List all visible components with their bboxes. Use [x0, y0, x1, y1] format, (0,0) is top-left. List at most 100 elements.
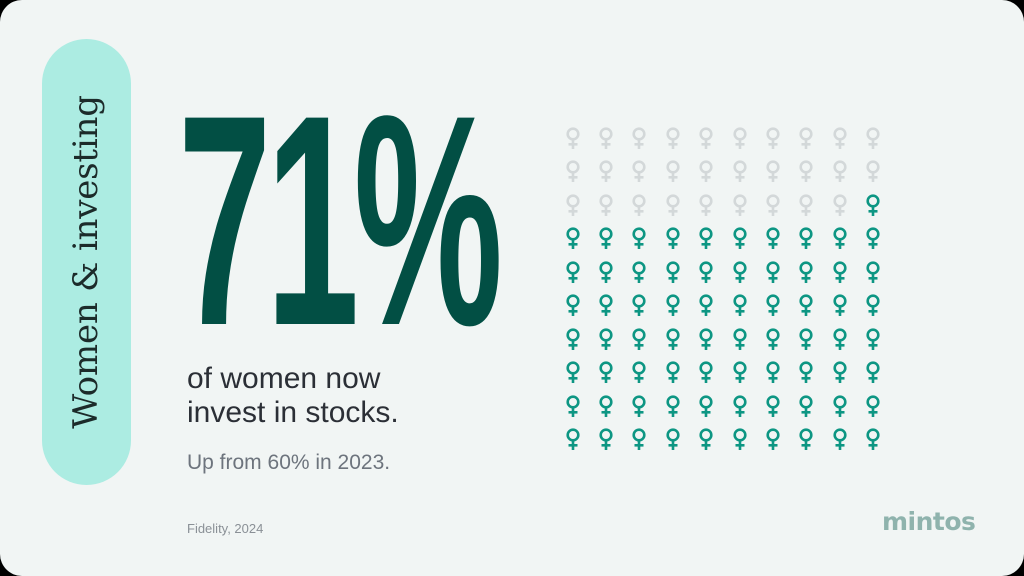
- female-sign-icon-filled: [656, 357, 689, 391]
- topic-label: Women & investing: [66, 95, 106, 429]
- female-sign-icon-filled: [556, 424, 589, 458]
- female-sign-icon-empty: [623, 189, 656, 223]
- headline-percentage: 71%: [178, 52, 503, 388]
- female-sign-icon-empty: [756, 189, 789, 223]
- female-sign-icon-empty: [556, 189, 589, 223]
- female-sign-icon-filled: [790, 357, 823, 391]
- female-sign-icon-filled: [690, 357, 723, 391]
- female-sign-icon-filled: [589, 256, 622, 290]
- female-sign-icon-filled: [690, 424, 723, 458]
- female-sign-icon-filled: [790, 323, 823, 357]
- female-sign-icon-filled: [756, 357, 789, 391]
- female-sign-icon-filled: [756, 390, 789, 424]
- female-sign-icon-filled: [823, 323, 856, 357]
- female-sign-icon-filled: [723, 323, 756, 357]
- female-sign-icon-empty: [723, 156, 756, 190]
- female-sign-icon-filled: [790, 424, 823, 458]
- female-sign-icon-filled: [556, 223, 589, 257]
- female-sign-icon-filled: [823, 357, 856, 391]
- female-sign-icon-filled: [589, 323, 622, 357]
- female-sign-icon-filled: [823, 424, 856, 458]
- female-sign-icon-filled: [723, 256, 756, 290]
- female-sign-icon-filled: [790, 256, 823, 290]
- female-sign-icon-filled: [723, 290, 756, 324]
- female-sign-icon-filled: [589, 223, 622, 257]
- female-sign-icon-empty: [623, 156, 656, 190]
- female-sign-icon-filled: [756, 424, 789, 458]
- female-sign-icon-empty: [756, 122, 789, 156]
- female-sign-icon-filled: [823, 223, 856, 257]
- female-sign-icon-empty: [690, 122, 723, 156]
- female-sign-icon-filled: [790, 290, 823, 324]
- female-sign-icon-filled: [790, 223, 823, 257]
- female-sign-icon-filled: [656, 290, 689, 324]
- female-sign-icon-filled: [556, 357, 589, 391]
- female-sign-icon-filled: [857, 424, 890, 458]
- female-sign-icon-empty: [690, 156, 723, 190]
- female-sign-icon-empty: [790, 189, 823, 223]
- subtitle-line-2: invest in stocks.: [187, 396, 399, 429]
- female-sign-icon-empty: [556, 122, 589, 156]
- female-sign-icon-filled: [756, 290, 789, 324]
- female-sign-icon-empty: [857, 156, 890, 190]
- female-sign-icon-empty: [690, 189, 723, 223]
- female-sign-icon-filled: [857, 256, 890, 290]
- female-sign-icon-empty: [790, 122, 823, 156]
- female-sign-icon-filled: [857, 323, 890, 357]
- female-sign-icon-empty: [756, 156, 789, 190]
- female-sign-icon-empty: [857, 122, 890, 156]
- female-sign-icon-filled: [623, 290, 656, 324]
- female-sign-icon-filled: [723, 357, 756, 391]
- female-sign-icon-filled: [857, 390, 890, 424]
- female-sign-icon-filled: [857, 189, 890, 223]
- female-sign-icon-empty: [656, 156, 689, 190]
- female-sign-icon-filled: [690, 323, 723, 357]
- female-sign-icon-filled: [556, 390, 589, 424]
- female-sign-icon-filled: [857, 290, 890, 324]
- female-sign-icon-filled: [556, 323, 589, 357]
- female-sign-icon-filled: [756, 256, 789, 290]
- female-sign-icon-empty: [823, 156, 856, 190]
- female-sign-icon-filled: [656, 424, 689, 458]
- female-sign-icon-filled: [623, 323, 656, 357]
- female-sign-icon-filled: [623, 424, 656, 458]
- brand-logo: mintos: [882, 507, 976, 536]
- pictogram-grid: [556, 122, 890, 457]
- female-sign-icon-filled: [823, 290, 856, 324]
- female-sign-icon-filled: [690, 256, 723, 290]
- female-sign-icon-filled: [690, 290, 723, 324]
- female-sign-icon-filled: [589, 390, 622, 424]
- female-sign-icon-empty: [623, 122, 656, 156]
- source-citation: Fidelity, 2024: [187, 521, 264, 536]
- comparison-note: Up from 60% in 2023.: [187, 451, 391, 474]
- female-sign-icon-filled: [723, 390, 756, 424]
- female-sign-icon-filled: [656, 223, 689, 257]
- female-sign-icon-filled: [623, 390, 656, 424]
- female-sign-icon-empty: [723, 122, 756, 156]
- female-sign-icon-filled: [756, 323, 789, 357]
- female-sign-icon-filled: [823, 256, 856, 290]
- female-sign-icon-empty: [556, 156, 589, 190]
- female-sign-icon-empty: [823, 122, 856, 156]
- female-sign-icon-filled: [790, 390, 823, 424]
- female-sign-icon-filled: [623, 256, 656, 290]
- female-sign-icon-empty: [589, 122, 622, 156]
- female-sign-icon-empty: [589, 156, 622, 190]
- female-sign-icon-filled: [857, 357, 890, 391]
- female-sign-icon-empty: [589, 189, 622, 223]
- topic-pill: [42, 39, 131, 485]
- female-sign-icon-filled: [589, 424, 622, 458]
- female-sign-icon-filled: [556, 290, 589, 324]
- female-sign-icon-filled: [723, 424, 756, 458]
- headline-subtitle: of women now invest in stocks.: [187, 362, 399, 430]
- female-sign-icon-empty: [790, 156, 823, 190]
- female-sign-icon-filled: [756, 223, 789, 257]
- female-sign-icon-filled: [690, 223, 723, 257]
- female-sign-icon-empty: [723, 189, 756, 223]
- female-sign-icon-filled: [589, 357, 622, 391]
- female-sign-icon-empty: [656, 122, 689, 156]
- female-sign-icon-filled: [857, 223, 890, 257]
- female-sign-icon-empty: [656, 189, 689, 223]
- female-sign-icon-filled: [723, 223, 756, 257]
